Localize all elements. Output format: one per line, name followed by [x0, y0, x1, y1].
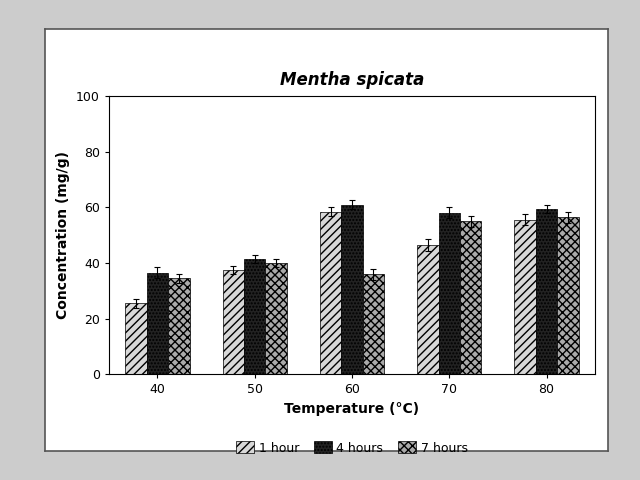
Bar [125, 303, 147, 374]
Title: Mentha spicata: Mentha spicata [280, 71, 424, 89]
Bar [244, 259, 266, 374]
Y-axis label: Concentration (mg/g): Concentration (mg/g) [56, 151, 70, 319]
Bar [223, 270, 244, 374]
Bar [515, 220, 536, 374]
Legend: 1 hour, 4 hours, 7 hours: 1 hour, 4 hours, 7 hours [231, 436, 473, 459]
Bar [438, 213, 460, 374]
Bar [168, 278, 189, 374]
X-axis label: Temperature (°C): Temperature (°C) [284, 402, 420, 416]
Bar [363, 274, 384, 374]
Bar [147, 273, 168, 374]
Bar [417, 245, 438, 374]
Bar [536, 209, 557, 374]
Bar [460, 221, 481, 374]
Bar [266, 263, 287, 374]
Bar [341, 204, 363, 374]
Bar [557, 217, 579, 374]
Bar [320, 212, 341, 374]
